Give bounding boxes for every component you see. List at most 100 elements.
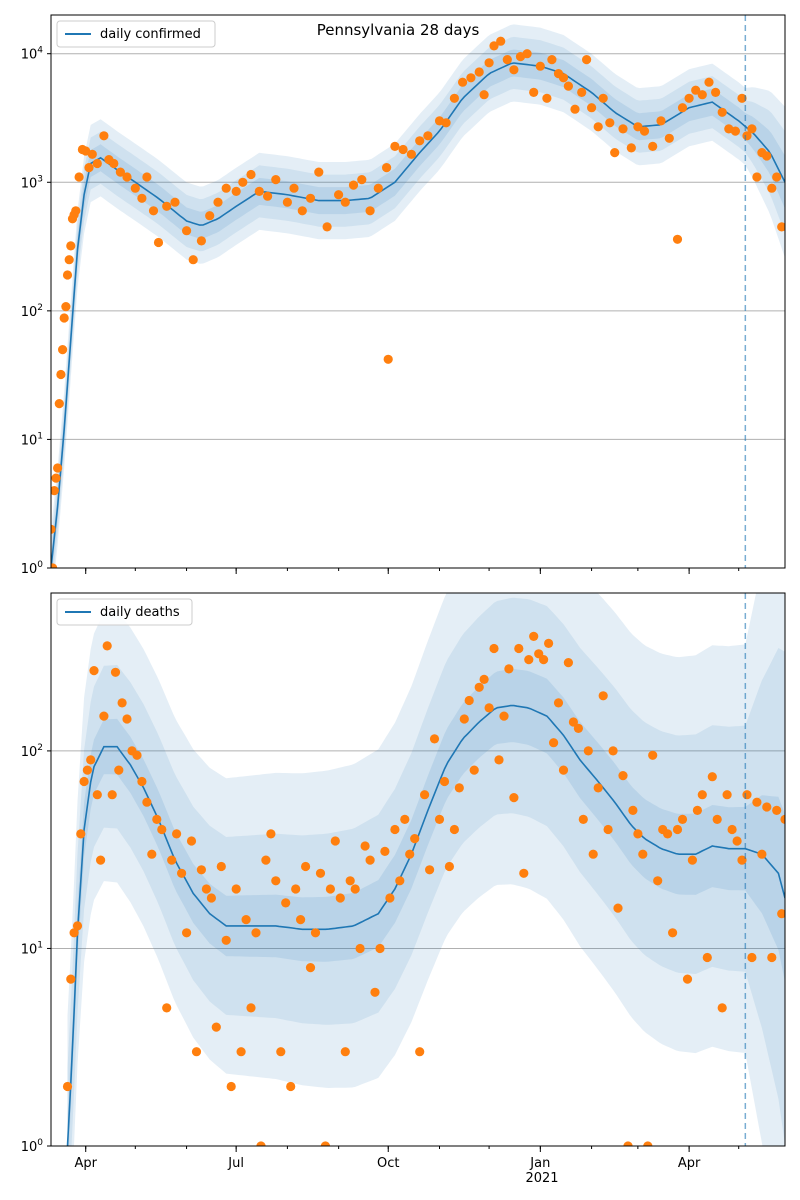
- observed-point: [345, 876, 355, 886]
- observed-point: [206, 893, 216, 903]
- x-tick-label: Jan: [529, 1156, 550, 1171]
- y-tick-label: 100: [21, 1138, 44, 1155]
- observed-point: [598, 93, 608, 103]
- observed-point: [72, 921, 83, 931]
- observed-point: [648, 141, 658, 151]
- observed-point: [122, 714, 132, 724]
- observed-point: [415, 136, 425, 146]
- observed-point: [628, 805, 638, 816]
- observed-point: [201, 884, 211, 894]
- observed-point: [231, 884, 241, 894]
- observed-point: [588, 849, 598, 859]
- observed-point: [522, 49, 532, 59]
- observed-point: [152, 814, 162, 825]
- observed-point: [587, 103, 597, 113]
- observed-point: [62, 1081, 73, 1092]
- observed-point: [489, 643, 499, 654]
- observed-point: [109, 158, 119, 169]
- observed-point: [71, 206, 81, 216]
- observed-point: [439, 776, 450, 787]
- observed-point: [529, 87, 539, 97]
- observed-point: [772, 172, 782, 182]
- observed-point: [664, 133, 674, 143]
- observed-point: [504, 664, 514, 674]
- observed-point: [82, 765, 92, 775]
- observed-point: [663, 829, 673, 839]
- observed-point: [191, 1047, 202, 1057]
- observed-point: [618, 124, 628, 134]
- observed-point: [542, 93, 552, 103]
- observed-point: [398, 144, 408, 155]
- legend-box: [56, 20, 216, 48]
- observed-point: [54, 399, 64, 409]
- inner-uncertainty-band: [51, 49, 785, 568]
- observed-point: [315, 868, 326, 878]
- observed-point: [494, 755, 504, 765]
- observed-point: [633, 122, 643, 132]
- observed-point: [383, 354, 393, 364]
- observed-point: [310, 928, 321, 938]
- observed-point: [707, 772, 717, 782]
- observed-point: [162, 201, 172, 211]
- observed-point: [747, 124, 757, 134]
- observed-point: [74, 172, 84, 182]
- observed-point: [653, 876, 663, 886]
- observed-point: [375, 943, 385, 954]
- observed-point: [420, 790, 430, 800]
- observed-point: [62, 270, 73, 280]
- observed-point: [390, 824, 400, 835]
- observed-point: [216, 861, 226, 872]
- observed-point: [213, 197, 223, 207]
- observed-point: [147, 849, 157, 859]
- observed-point: [502, 55, 512, 65]
- observed-point: [684, 93, 694, 103]
- observed-point: [390, 141, 400, 151]
- observed-point: [76, 829, 86, 839]
- observed-point: [53, 463, 63, 473]
- observed-point: [320, 1141, 330, 1146]
- observed-point: [608, 746, 618, 756]
- observed-point: [340, 1047, 350, 1057]
- y-tick-label: 102: [21, 303, 43, 320]
- observed-point: [238, 177, 248, 187]
- observed-point: [348, 180, 359, 190]
- observed-point: [266, 829, 276, 839]
- observed-point: [296, 915, 306, 925]
- observed-point: [573, 723, 584, 734]
- observed-point: [570, 104, 580, 114]
- observed-point: [605, 118, 615, 128]
- observed-point: [772, 805, 782, 816]
- observed-point: [429, 734, 440, 744]
- legend-label: daily deaths: [100, 605, 180, 620]
- observed-point: [79, 776, 89, 787]
- observed-point: [410, 834, 420, 844]
- observed-point: [704, 77, 714, 87]
- observed-point: [697, 790, 707, 800]
- observed-point: [66, 241, 76, 251]
- observed-point: [656, 116, 666, 126]
- observed-point: [51, 473, 61, 483]
- plot-area: [51, 24, 785, 568]
- observed-point: [114, 765, 124, 775]
- observed-point: [623, 1141, 633, 1146]
- observed-point: [519, 868, 529, 878]
- observed-point: [167, 855, 177, 865]
- observed-point: [360, 841, 370, 851]
- observed-point: [459, 714, 469, 724]
- confirmed-panel: 100 101 102 103 104 daily confirmed: [21, 14, 786, 577]
- observed-point: [182, 226, 192, 236]
- observed-point: [777, 909, 785, 919]
- observed-point: [373, 183, 383, 193]
- chart-title: Pennsylvania 28 days: [317, 21, 480, 39]
- observed-point: [314, 167, 324, 177]
- observed-point: [380, 846, 390, 857]
- legend: daily deaths: [56, 598, 193, 626]
- observed-point: [672, 824, 683, 835]
- observed-point: [365, 855, 375, 865]
- observed-point: [221, 935, 231, 945]
- observed-point: [444, 861, 454, 872]
- observed-point: [454, 783, 464, 793]
- observed-point: [162, 1003, 172, 1013]
- observed-point: [780, 814, 785, 824]
- observed-point: [509, 65, 519, 75]
